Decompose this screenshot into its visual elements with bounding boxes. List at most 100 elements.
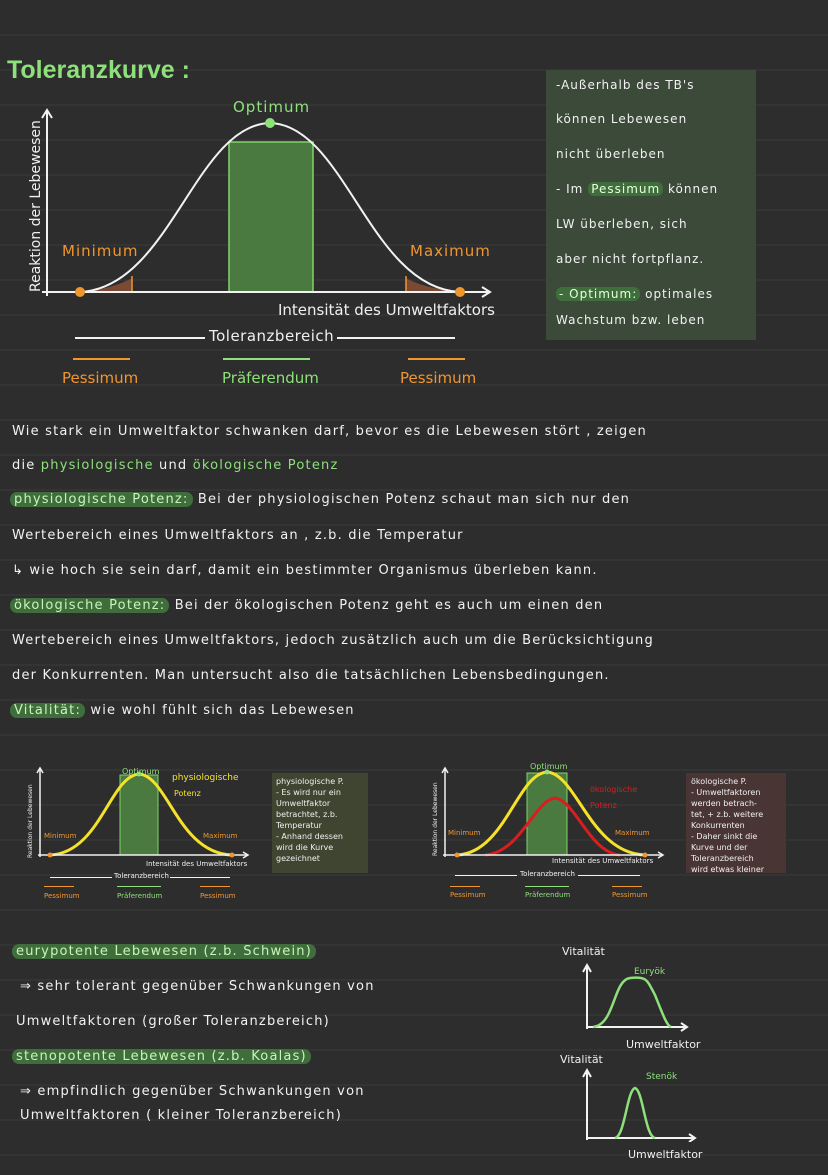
graph1-x-label: Umweltfaktor [626, 1038, 701, 1051]
optimum-point [265, 118, 275, 128]
small1-note-box: physiologische P. - Es wird nur ein Umwe… [272, 773, 368, 873]
small1-y-label: Reaktion der Lebewesen [27, 784, 34, 858]
small2-minimum: Minimum [448, 829, 481, 837]
side-note-line-6: aber nicht fortpflanz. [556, 252, 705, 266]
graph2-y-label: Vitalität [560, 1053, 603, 1066]
praeferendum-label: Präferendum [222, 369, 319, 387]
small1-praef-line [117, 886, 161, 887]
small2-pessimum-left: Pessimum [450, 891, 486, 899]
side-note-line-1: -Außerhalb des TB's [556, 78, 695, 92]
small2-pess-right-line [612, 886, 642, 887]
graph1-curve-label: Euryök [634, 967, 666, 977]
side-note-line-8: Wachstum bzw. leben [556, 313, 706, 327]
small2-maximum: Maximum [615, 829, 650, 837]
text-line-1: Wie stark ein Umweltfaktor schwanken dar… [12, 424, 647, 439]
x-axis-label: Intensität des Umweltfaktors [278, 301, 495, 319]
steno-line-2: Umweltfaktoren ( kleiner Toleranzbereich… [20, 1108, 342, 1123]
steno-heading: stenopotente Lebewesen (z.b. Koalas) [12, 1049, 311, 1064]
eury-line-2: Umweltfaktoren (großer Toleranzbereich) [16, 1014, 330, 1029]
small2-curve-label-2: Potenz [590, 801, 617, 810]
praeferendum-band-2 [526, 772, 568, 856]
text-line-9: Vitalität: wie wohl fühlt sich das Lebew… [10, 703, 355, 718]
optimum-label: Optimum [233, 98, 311, 116]
side-note-line-2: können Lebewesen [556, 112, 688, 126]
small1-pessimum-right: Pessimum [200, 892, 236, 900]
praeferendum-line [223, 358, 310, 360]
eury-heading: eurypotente Lebewesen (z.b. Schwein) [12, 944, 317, 959]
graph2-x-label: Umweltfaktor [628, 1148, 703, 1161]
small1-pess-right-line [200, 886, 230, 887]
small2-optimum: Optimum [530, 762, 568, 771]
pessimum-left-label: Pessimum [62, 369, 139, 387]
graph2-curve-label: Stenök [646, 1072, 678, 1082]
small2-toleranzbereich: Toleranzbereich [520, 870, 575, 878]
small2-praeferendum: Präferendum [525, 891, 571, 899]
small1-curve-label-2: Potenz [174, 789, 201, 798]
euryoek-graph [582, 962, 689, 1032]
small2-note-text: ökologische P. - Umweltfaktoren werden b… [691, 777, 765, 874]
small1-x-label: Intensität des Umweltfaktors [146, 860, 248, 868]
y-axis-label: Reaktion der Lebewesen [28, 120, 44, 292]
small2-x-label: Intensität des Umweltfaktors [552, 857, 654, 865]
small1-tb-line-right [170, 877, 230, 878]
eury-line-1: ⇒ sehr tolerant gegenüber Schwankungen v… [20, 979, 375, 994]
small1-optimum: Optimum [122, 767, 160, 776]
stenoek-curve [614, 1086, 656, 1140]
pessimum-right-label: Pessimum [400, 369, 477, 387]
small2-pess-left-line [450, 886, 480, 887]
small1-pess-left-line [44, 886, 74, 887]
text-line-7: Wertebereich eines Umweltfaktors, jedoch… [12, 633, 654, 648]
euryoek-curve [592, 976, 672, 1029]
toleranzbereich-line-left [75, 337, 205, 339]
small2-tb-line-left [455, 875, 517, 876]
pessimum-right-line [408, 358, 465, 360]
small1-pessimum-left: Pessimum [44, 892, 80, 900]
toleranzbereich-line-right [337, 337, 455, 339]
side-note-line-4: - Im Pessimum können [556, 182, 719, 196]
text-line-8: der Konkurrenten. Man untersucht also di… [12, 668, 610, 683]
page-title: Toleranzkurve : [7, 56, 190, 84]
small1-maximum: Maximum [203, 832, 238, 840]
praeferendum-band-1 [119, 774, 159, 856]
small2-curve-label-1: ökologische [590, 785, 638, 794]
side-note-line-7: - Optimum: optimales [556, 287, 713, 301]
side-note-box: -Außerhalb des TB's können Lebewesen nic… [546, 70, 756, 340]
maximum-label: Maximum [410, 242, 491, 260]
phys-potenz-label: physiologische Potenz: [10, 492, 193, 507]
minimum-point [75, 287, 85, 297]
pessimum-left-line [73, 358, 130, 360]
toleranzbereich-label: Toleranzbereich [209, 327, 335, 345]
praeferendum-band [228, 141, 314, 293]
small2-note-box: ökologische P. - Umweltfaktoren werden b… [686, 773, 786, 874]
minimum-label: Minimum [62, 242, 139, 260]
small1-note-text: physiologische P. - Es wird nur ein Umwe… [276, 777, 344, 863]
stenoek-graph [582, 1067, 697, 1142]
vitalitaet-label: Vitalität: [10, 703, 86, 718]
text-line-5: ↳ wie hoch sie sein darf, damit ein best… [12, 563, 598, 578]
tolerance-curve-diagram [41, 108, 492, 298]
steno-line-1: ⇒ empfindlich gegenüber Schwankungen von [20, 1084, 365, 1099]
physiological-potency-diagram [36, 766, 250, 859]
ecological-potency-diagram [441, 766, 665, 859]
text-line-4: Wertebereich eines Umweltfaktors an , z.… [12, 528, 464, 543]
small2-y-label: Reaktion der Lebewesen [432, 782, 439, 856]
small1-tb-line-left [50, 877, 112, 878]
small2-tb-line-right [578, 875, 640, 876]
small1-curve-label-1: physiologische [172, 773, 239, 783]
pessimum-fill-left [80, 278, 132, 292]
small2-praef-line [525, 886, 569, 887]
graph1-y-label: Vitalität [562, 945, 605, 958]
small2-pessimum-right: Pessimum [612, 891, 648, 899]
small1-praeferendum: Präferendum [117, 892, 163, 900]
text-line-6: ökologische Potenz: Bei der ökologischen… [10, 598, 603, 613]
ecological-curve [484, 796, 621, 857]
side-note-line-5: LW überleben, sich [556, 217, 688, 231]
small1-toleranzbereich: Toleranzbereich [114, 872, 169, 880]
oeko-potenz-label: ökologische Potenz: [10, 598, 170, 613]
maximum-point [455, 287, 465, 297]
small1-minimum: Minimum [44, 832, 77, 840]
text-line-3: physiologische Potenz: Bei der physiolog… [10, 492, 630, 507]
side-note-line-3: nicht überleben [556, 147, 666, 161]
pessimum-fill-right [406, 278, 460, 292]
text-line-2: die physiologische und ökologische Poten… [12, 458, 339, 473]
